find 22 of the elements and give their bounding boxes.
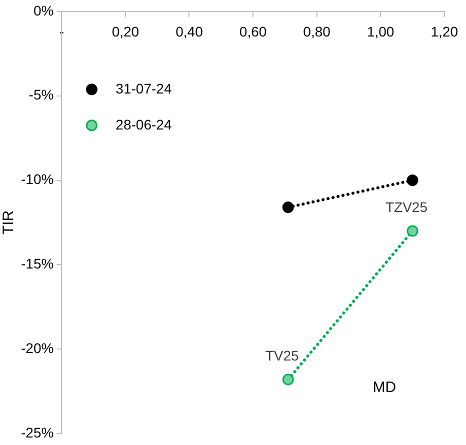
y-tick-label: -10% xyxy=(20,171,54,188)
point xyxy=(282,202,294,214)
x-tick-label: 0,60 xyxy=(239,24,267,40)
y-tick-label: -15% xyxy=(20,256,54,272)
point xyxy=(406,225,418,237)
annotation: TZV25 xyxy=(385,198,428,215)
legend-label: 31-07-24 xyxy=(116,80,172,96)
y-axis-title: TIR xyxy=(0,210,18,235)
y-tick-label: -20% xyxy=(20,340,54,356)
x-axis-title: MD xyxy=(372,379,396,396)
y-tick-label: -25% xyxy=(20,424,54,440)
x-tick-label: 0,20 xyxy=(112,24,140,40)
point xyxy=(282,374,294,386)
x-tick-label: 0,80 xyxy=(303,24,331,40)
x-tick-label: 1,20 xyxy=(430,24,458,40)
y-tick-label: -5% xyxy=(28,86,54,103)
x-tick-label: 0,40 xyxy=(176,24,204,40)
legend-label: 28-06-24 xyxy=(116,116,172,132)
y-tick-label: 0% xyxy=(33,2,54,18)
annotation: TV25 xyxy=(265,347,300,364)
x-tick-label: 1,00 xyxy=(366,24,394,40)
point xyxy=(406,174,418,186)
